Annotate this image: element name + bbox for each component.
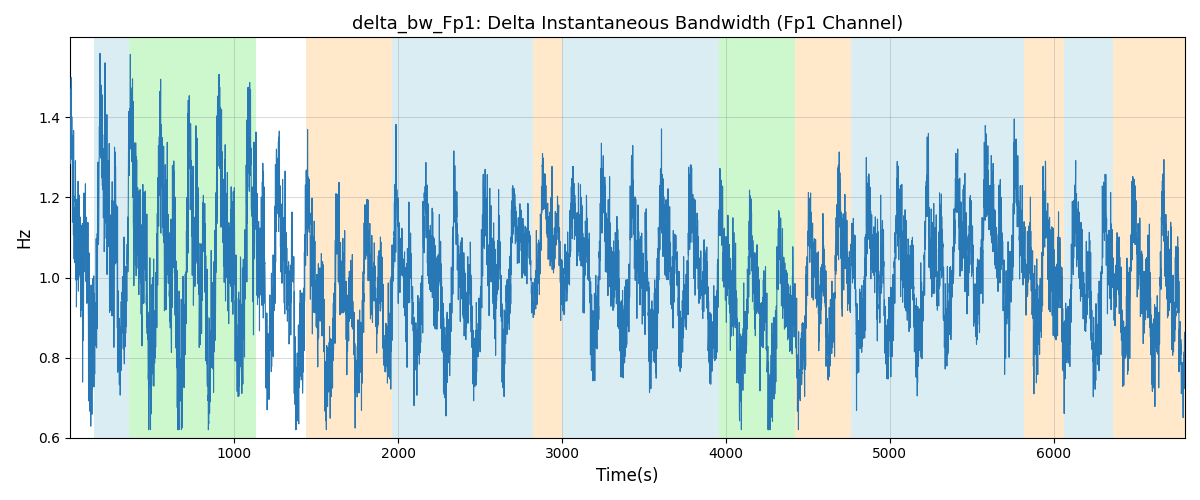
Y-axis label: Hz: Hz (16, 227, 34, 248)
Bar (391, 38, 533, 438)
Bar (533, 38, 562, 438)
Title: delta_bw_Fp1: Delta Instantaneous Bandwidth (Fp1 Channel): delta_bw_Fp1: Delta Instantaneous Bandwi… (352, 15, 904, 34)
Bar (306, 38, 391, 438)
Bar (696, 38, 720, 438)
Bar (794, 38, 851, 438)
X-axis label: Time(s): Time(s) (596, 467, 659, 485)
Bar (562, 38, 696, 438)
Bar (94, 38, 130, 438)
Bar (1025, 38, 1063, 438)
Bar (851, 38, 1025, 438)
Bar (1063, 38, 1112, 438)
Bar (1112, 38, 1186, 438)
Bar (130, 38, 256, 438)
Bar (720, 38, 794, 438)
